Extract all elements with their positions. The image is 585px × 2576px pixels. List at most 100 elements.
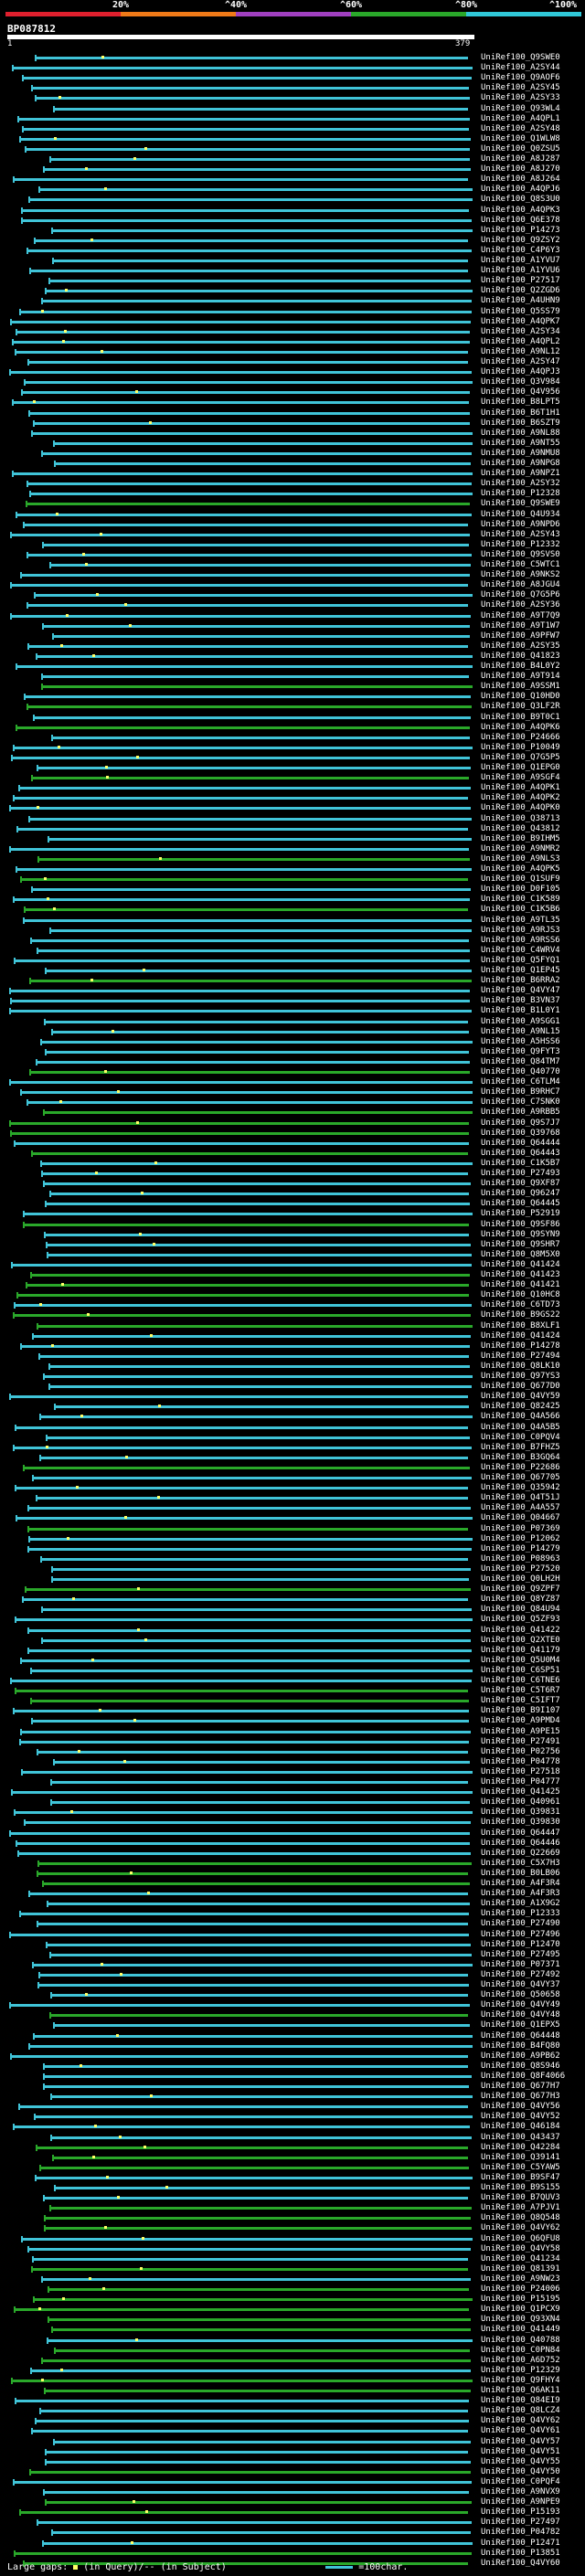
hit-label[interactable]: UniRef100_A9PE15	[481, 1726, 560, 1736]
hit-row[interactable]: UniRef100_Q39830	[0, 1818, 585, 1828]
hit-row[interactable]: UniRef100_A2SY48	[0, 124, 585, 134]
hit-row[interactable]: UniRef100_A9T1W7	[0, 621, 585, 631]
hit-row[interactable]: UniRef100_B9S155	[0, 2183, 585, 2193]
hit-label[interactable]: UniRef100_Q1WLW8	[481, 133, 560, 143]
hit-label[interactable]: UniRef100_A9NLS3	[481, 853, 560, 864]
hit-row[interactable]: UniRef100_Q41425	[0, 1787, 585, 1797]
hit-label[interactable]: UniRef100_A9SGG1	[481, 1016, 560, 1026]
hit-label[interactable]: UniRef100_Q8LCZ4	[481, 2406, 560, 2416]
hit-label[interactable]: UniRef100_A2SY48	[481, 123, 560, 133]
hit-label[interactable]: UniRef100_Q64444	[481, 1138, 560, 1148]
hit-row[interactable]: UniRef100_A2SY36	[0, 600, 585, 610]
hit-row[interactable]: UniRef100_C6SP51	[0, 1666, 585, 1676]
hit-row[interactable]: UniRef100_A7PJV1	[0, 2203, 585, 2213]
hit-label[interactable]: UniRef100_Q3V984	[481, 377, 560, 387]
hit-row[interactable]: UniRef100_Q9SYN9	[0, 1230, 585, 1240]
hit-row[interactable]: UniRef100_Q9SVS0	[0, 550, 585, 560]
hit-row[interactable]: UniRef100_Q10HD0	[0, 692, 585, 702]
hit-row[interactable]: UniRef100_C0PQV4	[0, 1433, 585, 1443]
hit-label[interactable]: UniRef100_A2SY43	[481, 529, 560, 539]
hit-row[interactable]: UniRef100_P08963	[0, 1554, 585, 1564]
hit-label[interactable]: UniRef100_A9T914	[481, 672, 560, 682]
hit-row[interactable]: UniRef100_C5IFT7	[0, 1696, 585, 1706]
hit-row[interactable]: UniRef100_A5HSS6	[0, 1037, 585, 1047]
hit-label[interactable]: UniRef100_Q0ZSU5	[481, 143, 560, 154]
hit-row[interactable]: UniRef100_A9NT55	[0, 439, 585, 449]
hit-label[interactable]: UniRef100_Q39141	[481, 2152, 560, 2162]
hit-row[interactable]: UniRef100_Q41424	[0, 1260, 585, 1270]
hit-label[interactable]: UniRef100_P27520	[481, 1564, 560, 1574]
hit-label[interactable]: UniRef100_B6SZT9	[481, 418, 560, 428]
hit-label[interactable]: UniRef100_Q4VY58	[481, 2243, 560, 2253]
hit-label[interactable]: UniRef100_A9PFW7	[481, 631, 560, 641]
hit-label[interactable]: UniRef100_Q4VY48	[481, 2010, 560, 2020]
hit-row[interactable]: UniRef100_Q64448	[0, 2031, 585, 2041]
hit-label[interactable]: UniRef100_Q6E378	[481, 215, 560, 225]
hit-label[interactable]: UniRef100_B8XLF1	[481, 1320, 560, 1330]
hit-row[interactable]: UniRef100_P12471	[0, 2539, 585, 2549]
hit-label[interactable]: UniRef100_P24006	[481, 2284, 560, 2294]
hit-label[interactable]: UniRef100_Q41823	[481, 651, 560, 661]
hit-label[interactable]: UniRef100_A9PMD4	[481, 1716, 560, 1726]
hit-row[interactable]: UniRef100_Q41421	[0, 1280, 585, 1290]
hit-label[interactable]: UniRef100_C0PN84	[481, 2345, 560, 2355]
hit-row[interactable]: UniRef100_A9T914	[0, 672, 585, 682]
hit-row[interactable]: UniRef100_Q9AOF6	[0, 73, 585, 83]
hit-row[interactable]: UniRef100_Q40770	[0, 1067, 585, 1077]
hit-label[interactable]: UniRef100_A8J264	[481, 175, 560, 185]
hit-row[interactable]: UniRef100_Q82425	[0, 1402, 585, 1412]
hit-label[interactable]: UniRef100_P27497	[481, 2518, 560, 2528]
hit-label[interactable]: UniRef100_Q9XF87	[481, 1179, 560, 1189]
hit-label[interactable]: UniRef100_Q64443	[481, 1148, 560, 1158]
hit-row[interactable]: UniRef100_C1K5B7	[0, 1159, 585, 1169]
hit-row[interactable]: UniRef100_Q4A5B5	[0, 1423, 585, 1433]
hit-row[interactable]: UniRef100_Q41179	[0, 1646, 585, 1656]
hit-row[interactable]: UniRef100_P27490	[0, 1919, 585, 1929]
hit-label[interactable]: UniRef100_P27517	[481, 276, 560, 286]
hit-label[interactable]: UniRef100_Q4VY52	[481, 2112, 560, 2122]
hit-label[interactable]: UniRef100_A9RJS3	[481, 925, 560, 935]
hit-row[interactable]: UniRef100_Q81391	[0, 2264, 585, 2274]
hit-label[interactable]: UniRef100_B9S155	[481, 2183, 560, 2192]
hit-row[interactable]: UniRef100_Q50658	[0, 1990, 585, 2000]
hit-label[interactable]: UniRef100_A1X9G2	[481, 1899, 560, 1909]
hit-row[interactable]: UniRef100_A9TL35	[0, 916, 585, 926]
hit-row[interactable]: UniRef100_A4QPJ3	[0, 367, 585, 377]
hit-label[interactable]: UniRef100_P04778	[481, 1756, 560, 1766]
hit-label[interactable]: UniRef100_Q64446	[481, 1838, 560, 1848]
hit-row[interactable]: UniRef100_Q9SWE9	[0, 499, 585, 509]
hit-row[interactable]: UniRef100_P52919	[0, 1209, 585, 1219]
hit-label[interactable]: UniRef100_Q41421	[481, 1280, 560, 1290]
hit-label[interactable]: UniRef100_C1K5B6	[481, 905, 560, 915]
hit-label[interactable]: UniRef100_A4F3R3	[481, 1889, 560, 1899]
hit-label[interactable]: UniRef100_Q5FYQ1	[481, 955, 560, 965]
hit-row[interactable]: UniRef100_Q8YZ87	[0, 1595, 585, 1605]
hit-row[interactable]: UniRef100_P27491	[0, 1737, 585, 1747]
hit-label[interactable]: UniRef100_B8LPT5	[481, 398, 560, 408]
hit-row[interactable]: UniRef100_Q9SF86	[0, 1220, 585, 1230]
hit-row[interactable]: UniRef100_Q84U94	[0, 1605, 585, 1615]
hit-row[interactable]: UniRef100_A9NL88	[0, 429, 585, 439]
hit-label[interactable]: UniRef100_Q7G5P5	[481, 752, 560, 762]
hit-row[interactable]: UniRef100_A2SY47	[0, 357, 585, 367]
hit-row[interactable]: UniRef100_P27496	[0, 1930, 585, 1940]
hit-label[interactable]: UniRef100_A4QPK1	[481, 783, 560, 793]
hit-row[interactable]: UniRef100_Q0LH2H	[0, 1574, 585, 1585]
hit-row[interactable]: UniRef100_C7SNK0	[0, 1097, 585, 1108]
hit-row[interactable]: UniRef100_C1K5B6	[0, 905, 585, 915]
hit-label[interactable]: UniRef100_A4QPK2	[481, 793, 560, 803]
hit-label[interactable]: UniRef100_P12471	[481, 2538, 560, 2548]
hit-row[interactable]: UniRef100_Q46184	[0, 2122, 585, 2132]
hit-row[interactable]: UniRef100_Q4VY55	[0, 2457, 585, 2467]
hit-label[interactable]: UniRef100_A9NW23	[481, 2274, 560, 2284]
hit-row[interactable]: UniRef100_A2SY32	[0, 479, 585, 489]
hit-row[interactable]: UniRef100_Q41423	[0, 1270, 585, 1280]
hit-row[interactable]: UniRef100_Q93WL4	[0, 104, 585, 114]
hit-label[interactable]: UniRef100_Q4VY47	[481, 986, 560, 996]
hit-label[interactable]: UniRef100_A2SY47	[481, 357, 560, 366]
hit-label[interactable]: UniRef100_A4QPK3	[481, 205, 560, 215]
hit-label[interactable]: UniRef100_Q40770	[481, 1067, 560, 1076]
hit-label[interactable]: UniRef100_A2SY32	[481, 479, 560, 489]
hit-label[interactable]: UniRef100_C5T6R7	[481, 1686, 560, 1696]
hit-label[interactable]: UniRef100_A9NVX9	[481, 2487, 560, 2496]
